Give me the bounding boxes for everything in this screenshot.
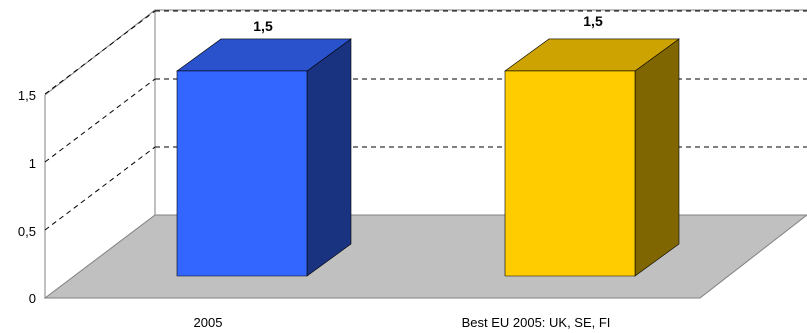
y-tick-label-3: 1,5	[18, 88, 36, 103]
bar-0	[176, 38, 352, 277]
bar-1	[504, 38, 680, 277]
bars	[176, 38, 680, 277]
x-tick-label-1: Best EU 2005: UK, SE, FI	[462, 315, 611, 330]
bar-0-front	[176, 70, 308, 277]
bar-1-front	[504, 70, 636, 277]
bar-0-side	[306, 38, 352, 277]
y-tick-label-2: 1	[29, 156, 36, 171]
gridline-diagonal-1	[44, 78, 156, 163]
x-tick-label-0: 2005	[194, 315, 223, 330]
chart-floor	[43, 214, 807, 299]
y-tick-label-0: 0	[29, 291, 36, 306]
bar-1-side	[634, 38, 680, 277]
left-wall-top-edge	[44, 9, 156, 96]
gridlines	[44, 10, 807, 231]
y-tick-label-1: 0,5	[18, 224, 36, 239]
gridline-diagonal-2	[44, 10, 156, 95]
data-label-0: 1,5	[253, 18, 273, 34]
gridline-diagonal-0	[44, 146, 156, 231]
data-label-1: 1,5	[583, 13, 603, 29]
